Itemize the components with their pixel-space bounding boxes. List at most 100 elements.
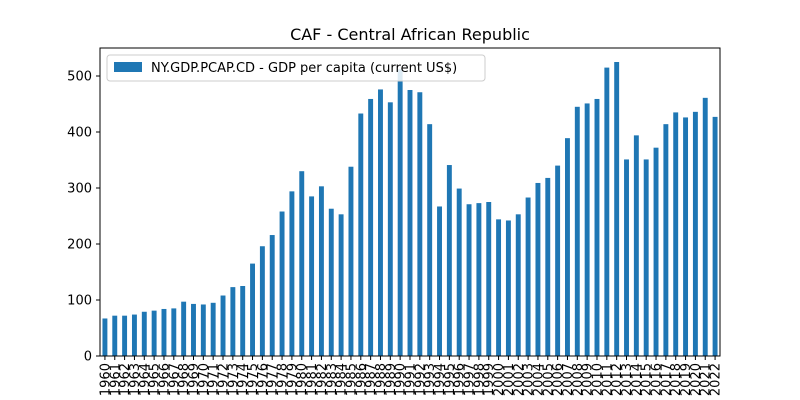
bar-1987 xyxy=(368,98,374,357)
y-tick-label-100: 100 xyxy=(67,294,92,309)
bar-1962 xyxy=(122,315,128,356)
x-tick-label-1982: 1982 xyxy=(315,363,330,396)
bar-1971 xyxy=(210,302,216,356)
x-tick-label-1962: 1962 xyxy=(118,363,133,396)
bar-2000 xyxy=(496,219,502,356)
x-tick-label-2012: 2012 xyxy=(610,363,625,396)
bar-2017 xyxy=(663,124,669,356)
bar-1983 xyxy=(328,208,334,356)
bar-2021 xyxy=(702,97,708,356)
y-tick-label-0: 0 xyxy=(84,350,92,365)
x-tick-label-2007: 2007 xyxy=(561,363,576,396)
bar-1979 xyxy=(289,191,295,356)
bar-1972 xyxy=(220,295,226,356)
x-tick-label-2001: 2001 xyxy=(502,363,517,396)
chart-title: CAF - Central African Republic xyxy=(290,25,530,44)
x-tick-label-1976: 1976 xyxy=(256,363,271,396)
x-tick-label-2020: 2020 xyxy=(689,363,704,396)
bar-1999 xyxy=(486,202,492,356)
x-tick-label-1967: 1967 xyxy=(167,363,182,396)
bar-1995 xyxy=(446,165,452,356)
bar-1996 xyxy=(456,188,462,356)
x-tick-label-1992: 1992 xyxy=(413,363,428,396)
x-tick-label-1986: 1986 xyxy=(354,363,369,396)
x-tick-label-2002: 2002 xyxy=(512,363,527,396)
bar-1993 xyxy=(427,124,433,356)
bar-2003 xyxy=(525,197,531,356)
x-tick-label-1973: 1973 xyxy=(226,363,241,396)
x-tick-label-1963: 1963 xyxy=(128,363,143,396)
bar-1967 xyxy=(171,308,177,356)
plot-frame xyxy=(99,47,721,357)
x-tick-label-2021: 2021 xyxy=(699,363,714,396)
bar-1982 xyxy=(318,186,324,356)
bar-1978 xyxy=(279,211,285,356)
bar-1961 xyxy=(112,315,118,356)
y-axis: 0 100 200 300 400 500 xyxy=(67,70,100,365)
bar-1994 xyxy=(437,206,442,356)
x-tick-label-1979: 1979 xyxy=(285,363,300,396)
x-tick-label-2011: 2011 xyxy=(600,363,615,396)
bar-2004 xyxy=(535,182,541,356)
x-tick-label-2003: 2003 xyxy=(522,363,537,396)
x-tick-label-1984: 1984 xyxy=(335,363,350,396)
bar-1986 xyxy=(358,113,364,357)
x-tick-label-1990: 1990 xyxy=(394,363,409,396)
x-tick-label-2006: 2006 xyxy=(551,363,566,396)
x-tick-label-2022: 2022 xyxy=(709,363,724,396)
x-tick-label-1998: 1998 xyxy=(472,363,487,396)
bar-1965 xyxy=(151,310,157,356)
x-tick-label-1977: 1977 xyxy=(266,363,281,396)
x-tick-label-1988: 1988 xyxy=(374,363,389,396)
bar-2006 xyxy=(555,165,561,356)
x-tick-label-1980: 1980 xyxy=(295,363,310,396)
y-tick-label-200: 200 xyxy=(67,238,92,253)
x-tick-label-1999: 1999 xyxy=(482,363,497,396)
y-tick-label-400: 400 xyxy=(67,126,92,141)
x-tick-label-1978: 1978 xyxy=(276,363,291,396)
x-tick-label-2009: 2009 xyxy=(581,363,596,396)
legend-label: NY.GDP.PCAP.CD - GDP per capita (current… xyxy=(151,61,457,76)
x-tick-label-1993: 1993 xyxy=(423,363,438,396)
bar-1980 xyxy=(299,171,305,356)
x-tick-label-2016: 2016 xyxy=(650,363,665,396)
bar-1988 xyxy=(378,89,383,356)
y-tick-label-500: 500 xyxy=(67,70,92,85)
x-tick-label-1971: 1971 xyxy=(207,363,222,396)
legend-box xyxy=(106,54,486,82)
bar-1969 xyxy=(191,303,196,356)
bar-1981 xyxy=(309,196,315,356)
x-tick-label-1995: 1995 xyxy=(443,363,458,396)
x-tick-label-2014: 2014 xyxy=(630,363,645,396)
x-tick-label-1966: 1966 xyxy=(157,363,172,396)
x-tick-label-1989: 1989 xyxy=(384,363,399,396)
legend-swatch xyxy=(114,62,142,72)
bar-2013 xyxy=(624,159,629,356)
x-tick-label-2017: 2017 xyxy=(659,363,674,396)
x-tick-label-1970: 1970 xyxy=(197,363,212,396)
x-tick-label-1974: 1974 xyxy=(236,363,251,396)
bar-1970 xyxy=(200,304,206,356)
bar-1998 xyxy=(476,203,482,356)
bar-1960 xyxy=(102,318,108,356)
bar-1997 xyxy=(466,204,472,356)
bar-1992 xyxy=(417,92,423,357)
bar-2002 xyxy=(515,214,521,356)
bar-1985 xyxy=(348,166,354,356)
x-tick-label-2000: 2000 xyxy=(492,363,507,396)
bar-1964 xyxy=(141,311,147,356)
bar-1966 xyxy=(161,308,167,356)
x-tick-label-1987: 1987 xyxy=(364,363,379,396)
x-tick-label-2013: 2013 xyxy=(620,363,635,396)
x-tick-label-2019: 2019 xyxy=(679,363,694,396)
x-tick-label-1994: 1994 xyxy=(433,363,448,396)
bar-1975 xyxy=(250,263,255,356)
bar-2022 xyxy=(712,116,718,356)
x-axis: 1960196119621963196419651966196719681969… xyxy=(98,356,724,396)
x-tick-label-2004: 2004 xyxy=(531,363,546,396)
bar-1984 xyxy=(338,214,344,356)
x-tick-label-1991: 1991 xyxy=(404,363,419,396)
x-tick-label-1960: 1960 xyxy=(98,363,113,396)
bar-2009 xyxy=(584,103,590,356)
